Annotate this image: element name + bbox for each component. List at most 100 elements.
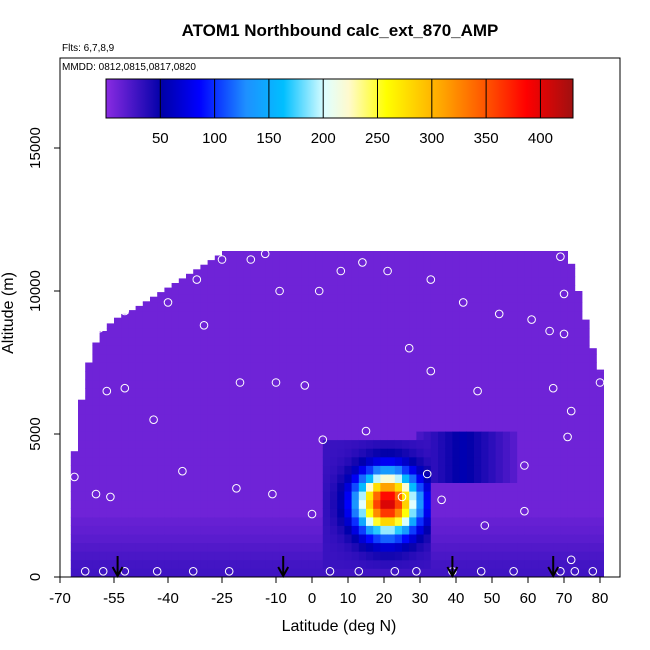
heatmap-cell xyxy=(92,482,100,492)
x-tick-label: 40 xyxy=(448,590,465,607)
heatmap-cell xyxy=(171,431,180,441)
heatmap-cell xyxy=(553,268,561,278)
sample-point xyxy=(458,298,468,307)
heatmap-cell xyxy=(250,319,259,329)
heatmap-cell xyxy=(128,448,136,458)
heatmap-cell xyxy=(531,456,540,466)
heatmap-cell xyxy=(301,336,309,346)
heatmap-cell xyxy=(106,534,115,544)
heatmap-cell xyxy=(358,474,367,483)
heatmap-cell xyxy=(438,568,446,578)
heatmap-cell xyxy=(438,319,446,329)
heatmap-cell xyxy=(337,251,345,260)
heatmap-cell xyxy=(430,319,439,329)
heatmap-cell xyxy=(423,371,432,381)
heatmap-cell xyxy=(481,353,489,363)
heatmap-cell xyxy=(178,422,187,432)
heatmap-cell xyxy=(258,525,266,535)
heatmap-cell xyxy=(92,474,100,483)
heatmap-cell xyxy=(387,431,396,441)
heatmap-cell xyxy=(294,516,302,526)
heatmap-cell xyxy=(423,439,432,449)
heatmap-cell xyxy=(308,311,316,320)
heatmap-cell xyxy=(423,302,432,312)
heatmap-cell xyxy=(351,319,360,329)
heatmap-cell xyxy=(344,251,352,260)
heatmap-cell xyxy=(481,525,489,535)
heatmap-cell xyxy=(229,422,237,432)
heatmap-cell xyxy=(459,405,468,415)
heatmap-cell xyxy=(135,439,144,449)
heatmap-cell xyxy=(171,336,180,346)
heatmap-cell xyxy=(481,328,489,338)
heatmap-cell xyxy=(150,499,158,509)
heatmap-cell xyxy=(128,414,136,423)
heatmap-cell xyxy=(430,251,439,260)
heatmap-cell xyxy=(207,499,216,509)
heatmap-cell xyxy=(466,516,475,526)
heatmap-cell xyxy=(560,551,568,561)
heatmap-cell xyxy=(301,405,309,415)
heatmap-cell xyxy=(214,534,223,544)
heatmap-cell xyxy=(236,336,244,346)
heatmap-cell xyxy=(531,259,540,269)
heatmap-cell xyxy=(466,396,475,406)
heatmap-cell xyxy=(279,371,288,381)
heatmap-cell xyxy=(128,336,136,346)
heatmap-cell xyxy=(265,559,273,569)
heatmap-cell xyxy=(121,405,129,415)
heatmap-cell xyxy=(358,396,367,406)
heatmap-cell xyxy=(92,551,100,561)
y-tick-label: 10000 xyxy=(27,270,44,312)
heatmap-cell xyxy=(229,456,237,466)
heatmap-cell xyxy=(438,293,446,303)
heatmap-cell xyxy=(517,559,525,569)
heatmap-cell xyxy=(553,465,561,475)
heatmap-cell xyxy=(574,293,583,303)
heatmap-cell xyxy=(553,371,561,381)
heatmap-cell xyxy=(394,559,403,569)
heatmap-cell xyxy=(200,336,208,346)
heatmap-cell xyxy=(466,568,475,578)
heatmap-cell xyxy=(337,551,345,561)
heatmap-cell xyxy=(402,293,410,303)
heatmap-cell xyxy=(474,431,482,441)
heatmap-cell xyxy=(474,353,482,363)
heatmap-cell xyxy=(538,259,547,269)
heatmap-cell xyxy=(330,371,338,381)
heatmap-cell xyxy=(200,431,208,441)
sample-point xyxy=(188,567,198,576)
heatmap-cell xyxy=(337,285,345,295)
heatmap-cell xyxy=(459,285,468,295)
heatmap-cell xyxy=(358,448,367,458)
heatmap-cell xyxy=(250,422,259,432)
heatmap-cell xyxy=(279,456,288,466)
heatmap-cell xyxy=(517,516,525,526)
heatmap-cell xyxy=(373,259,381,269)
heatmap-cell xyxy=(438,362,446,372)
heatmap-cell xyxy=(157,465,165,475)
heatmap-cell xyxy=(193,302,201,312)
heatmap-cell xyxy=(560,516,568,526)
heatmap-cell xyxy=(265,542,273,552)
heatmap-cell xyxy=(286,431,295,441)
heatmap-cell xyxy=(330,319,338,329)
heatmap-cell xyxy=(380,285,388,295)
heatmap-cell xyxy=(409,405,417,415)
heatmap-cell xyxy=(531,482,540,492)
heatmap-cell xyxy=(416,311,424,320)
sample-point xyxy=(271,378,281,387)
heatmap-cell xyxy=(531,534,540,544)
heatmap-cell xyxy=(294,251,302,260)
heatmap-cell xyxy=(409,268,417,278)
heatmap-cell xyxy=(452,439,460,449)
heatmap-cell xyxy=(366,439,374,449)
heatmap-cell xyxy=(286,311,295,320)
colorbar-tick-label: 400 xyxy=(528,130,553,147)
heatmap-cell xyxy=(265,336,273,346)
heatmap-cell xyxy=(502,559,511,569)
heatmap-cell xyxy=(495,474,504,483)
heatmap-cell xyxy=(85,474,93,483)
heatmap-cell xyxy=(459,251,468,260)
heatmap-cell xyxy=(402,542,410,552)
